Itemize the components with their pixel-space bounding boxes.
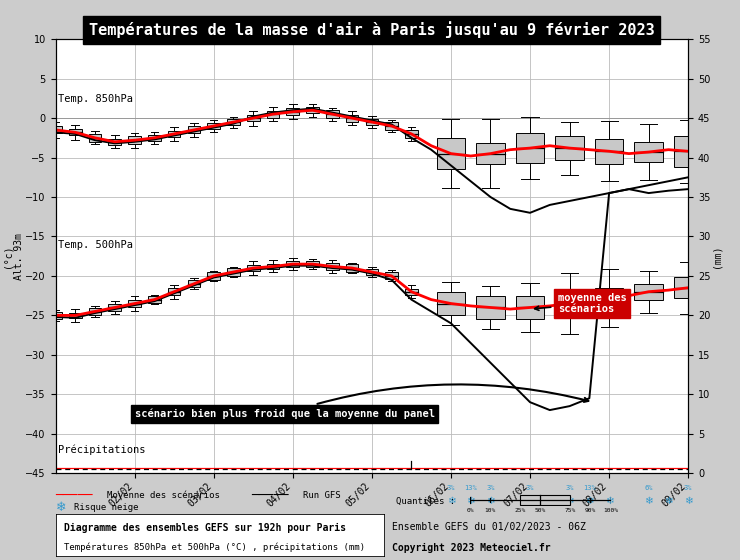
Bar [366,269,378,275]
Bar [634,142,663,162]
Bar [227,119,240,125]
Text: Ensemble GEFS du 01/02/2023 - 06Z: Ensemble GEFS du 01/02/2023 - 06Z [392,522,586,533]
Bar [266,111,279,118]
Text: Temp. 500hPa: Temp. 500hPa [58,240,133,250]
Text: Moyenne des scénarios: Moyenne des scénarios [107,491,221,500]
Bar [286,109,299,115]
Text: ❄: ❄ [645,496,653,506]
Text: ❄: ❄ [486,496,495,506]
Y-axis label: (°c)
Alt. 93m: (°c) Alt. 93m [2,233,24,279]
Bar [89,134,101,142]
Bar [168,131,181,137]
Bar [555,136,584,160]
Bar [207,272,220,279]
Text: 3%: 3% [486,484,495,491]
Bar [555,296,584,312]
Text: ❄: ❄ [466,496,475,506]
Bar [89,309,101,315]
Bar [69,129,81,136]
Text: 13%: 13% [583,484,596,491]
Bar [520,496,571,505]
Bar [49,312,62,319]
Text: 10%: 10% [485,508,496,513]
Text: ❄: ❄ [664,496,673,506]
Text: ❄: ❄ [605,496,613,506]
Text: ❄: ❄ [525,496,534,506]
Bar [595,288,623,308]
Text: Précipitations: Précipitations [58,445,145,455]
Text: 25%: 25% [514,508,525,513]
Bar [148,296,161,303]
Bar [674,136,702,167]
Text: moyenne des
scénarios: moyenne des scénarios [534,293,627,314]
Text: 3%: 3% [526,484,534,491]
Bar [207,123,220,129]
Bar [674,277,702,298]
Text: Diagramme des ensembles GEFS sur 192h pour Paris: Diagramme des ensembles GEFS sur 192h po… [64,522,346,533]
Text: 3%: 3% [565,484,574,491]
Text: 0%: 0% [466,508,474,513]
Text: ❄: ❄ [56,501,66,515]
Bar [386,122,398,130]
Bar [187,127,201,133]
Text: 100%: 100% [603,508,618,513]
Text: 13%: 13% [464,484,477,491]
Text: ─────: ───── [56,489,93,502]
Text: scénario bien plus froid que la moyenne du panel: scénario bien plus froid que la moyenne … [135,384,588,419]
Text: ❄: ❄ [446,496,455,506]
Bar [346,264,358,272]
Bar [595,139,623,164]
Text: 75%: 75% [565,508,576,513]
Text: Risque neige: Risque neige [74,503,138,512]
Text: 90%: 90% [585,508,596,513]
Text: 3%: 3% [684,484,693,491]
Bar [326,263,339,270]
Bar [477,143,505,164]
Text: ─────: ───── [252,489,289,502]
Text: Quantiles :: Quantiles : [396,497,455,506]
Text: Copyright 2023 Meteociel.fr: Copyright 2023 Meteociel.fr [392,543,551,553]
Bar [306,108,319,113]
Bar [148,135,161,141]
Bar [128,300,141,307]
Text: ❄: ❄ [684,496,693,506]
Bar [306,261,319,267]
Text: ❄: ❄ [565,496,574,506]
Text: Run GFS: Run GFS [303,491,341,500]
Text: Températures 850hPa et 500hPa (°C) , précipitations (mm): Températures 850hPa et 500hPa (°C) , pré… [64,543,365,552]
Bar [227,268,240,276]
Bar [634,283,663,300]
Bar [109,304,121,311]
Bar [109,139,121,145]
Bar [477,296,505,319]
Bar [437,292,465,315]
Text: Temp. 850hPa: Temp. 850hPa [58,94,133,104]
Text: 6%: 6% [645,484,653,491]
Text: 3%: 3% [447,484,455,491]
Bar [69,312,81,318]
Bar [49,127,62,133]
Bar [286,261,299,267]
Bar [128,136,141,144]
Bar [405,289,417,295]
Text: ❄: ❄ [585,496,593,506]
Bar [187,281,201,287]
Bar [437,138,465,169]
Title: Températures de la masse d'air à Paris jusqu'au 9 février 2023: Températures de la masse d'air à Paris j… [89,21,655,38]
Bar [326,110,339,118]
Bar [405,130,417,138]
Bar [386,272,398,279]
Bar [168,288,181,295]
Bar [346,115,358,122]
Bar [247,115,260,121]
Text: 50%: 50% [534,508,546,513]
Bar [247,265,260,272]
Bar [366,119,378,125]
Y-axis label: (mm): (mm) [712,245,722,268]
Bar [516,296,544,319]
Bar [516,133,544,163]
Bar [266,264,279,269]
